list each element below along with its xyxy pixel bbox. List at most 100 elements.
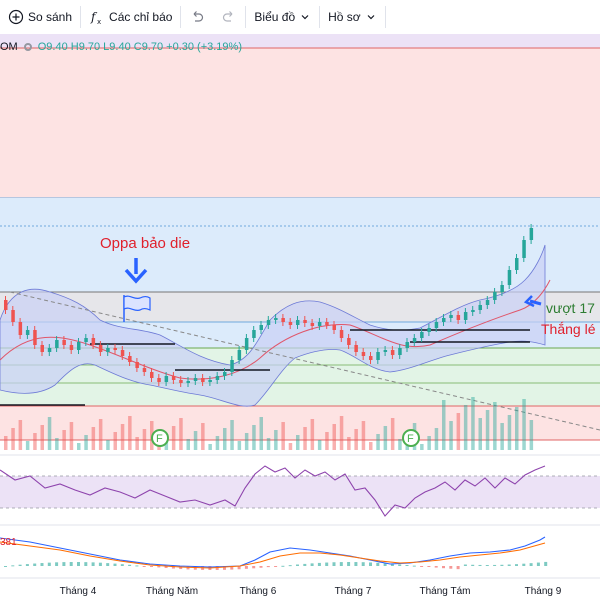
candle-body: [274, 318, 278, 320]
candle-body: [208, 380, 212, 382]
redo-button[interactable]: [213, 0, 245, 34]
time-axis-label: Tháng 9: [525, 586, 562, 597]
add-circle-icon: [8, 9, 24, 25]
macd-bar: [478, 564, 482, 566]
macd-bar: [259, 566, 263, 568]
candle-body: [120, 350, 125, 356]
candle-body: [259, 325, 263, 330]
volume-bar: [478, 418, 482, 450]
volume-bar: [120, 424, 125, 450]
macd-bar: [325, 562, 329, 566]
macd-bar: [244, 566, 248, 569]
macd-bar: [55, 562, 59, 566]
macd-bar: [442, 566, 445, 569]
candle-body: [11, 310, 15, 322]
volume-bar: [354, 429, 358, 450]
chart-canvas[interactable]: F F Oppa bảo die vượt 17 Thắng lé 381 Th…: [0, 34, 600, 600]
macd-bar: [157, 566, 161, 568]
volume-bar: [11, 428, 15, 450]
svg-text:f: f: [90, 10, 98, 24]
candle-body: [529, 228, 534, 240]
macd-bar: [288, 565, 292, 567]
candle-body: [369, 356, 373, 360]
macd-bar: [25, 564, 29, 566]
candle-body: [383, 350, 388, 352]
candle-body: [266, 320, 271, 325]
candle-body: [288, 322, 293, 325]
volume-bar: [485, 410, 490, 450]
macd-bar: [252, 566, 256, 569]
volume-bar: [215, 436, 220, 450]
candle-body: [376, 352, 380, 360]
volume-bar: [325, 432, 329, 450]
macd-bar: [522, 563, 526, 566]
candle-body: [522, 240, 526, 258]
candle-body: [405, 342, 409, 348]
candlesticks: [4, 224, 534, 387]
candle-body: [471, 310, 475, 312]
volume-bar: [434, 428, 439, 450]
svg-text:x: x: [97, 18, 101, 25]
compare-button[interactable]: So sánh: [0, 0, 80, 34]
event-marker[interactable]: F: [151, 429, 169, 447]
macd-bar: [310, 563, 314, 566]
candle-body: [252, 330, 256, 338]
macd-bar: [11, 565, 15, 567]
candle-body: [434, 322, 439, 328]
volume-bar: [288, 443, 293, 450]
symbol-name[interactable]: OM: [0, 41, 18, 53]
toolbar-divider: [245, 6, 247, 28]
macd-bar: [303, 563, 307, 566]
candle-body: [157, 378, 161, 382]
macd-bar: [339, 562, 343, 566]
time-axis-label: Tháng Năm: [146, 586, 198, 597]
volume-bar: [515, 407, 519, 450]
candle-body: [478, 305, 482, 310]
profile-button[interactable]: Hồ sơ: [320, 0, 385, 34]
candle-body: [500, 285, 504, 292]
volume-bar: [84, 435, 88, 450]
undo-button[interactable]: [181, 0, 213, 34]
compare-label: So sánh: [28, 10, 73, 24]
volume-bar: [135, 437, 139, 450]
eye-icon[interactable]: [23, 43, 32, 51]
volume-bar: [361, 421, 366, 450]
macd-bar: [40, 563, 44, 566]
volume-bar: [208, 444, 212, 450]
volume-bar: [230, 420, 234, 450]
macd-bar: [274, 566, 278, 567]
macd-bar: [106, 563, 110, 566]
candle-body: [303, 320, 307, 323]
volume-bar: [201, 423, 205, 450]
volume-bar: [18, 420, 23, 450]
volume-bar: [281, 422, 285, 450]
candle-body: [420, 332, 424, 338]
candle-body: [106, 348, 110, 352]
candle-body: [427, 328, 431, 332]
volume-bar: [62, 430, 66, 450]
chart-type-button[interactable]: Biểu đồ: [246, 0, 319, 34]
volume-bar: [522, 399, 526, 450]
volume-bar: [179, 418, 183, 450]
candle-body: [317, 322, 322, 326]
event-marker[interactable]: F: [402, 429, 420, 447]
toolbar-divider: [80, 6, 82, 28]
macd-bar: [405, 564, 409, 566]
volume-bar: [369, 442, 373, 450]
volume-bar: [456, 413, 461, 450]
macd-bar: [120, 564, 124, 566]
volume-bar: [128, 416, 132, 450]
macd-bar: [420, 566, 424, 567]
win-note: Thắng lé: [541, 321, 596, 337]
macd-bar: [544, 561, 548, 566]
indicators-label: Các chỉ báo: [109, 10, 173, 24]
candle-body: [230, 360, 234, 372]
candle-body: [98, 345, 103, 352]
signal-line: [0, 541, 546, 569]
svg-text:F: F: [407, 433, 414, 445]
macd-bar: [33, 563, 37, 566]
volume-bar: [383, 426, 388, 450]
candle-body: [456, 315, 461, 320]
